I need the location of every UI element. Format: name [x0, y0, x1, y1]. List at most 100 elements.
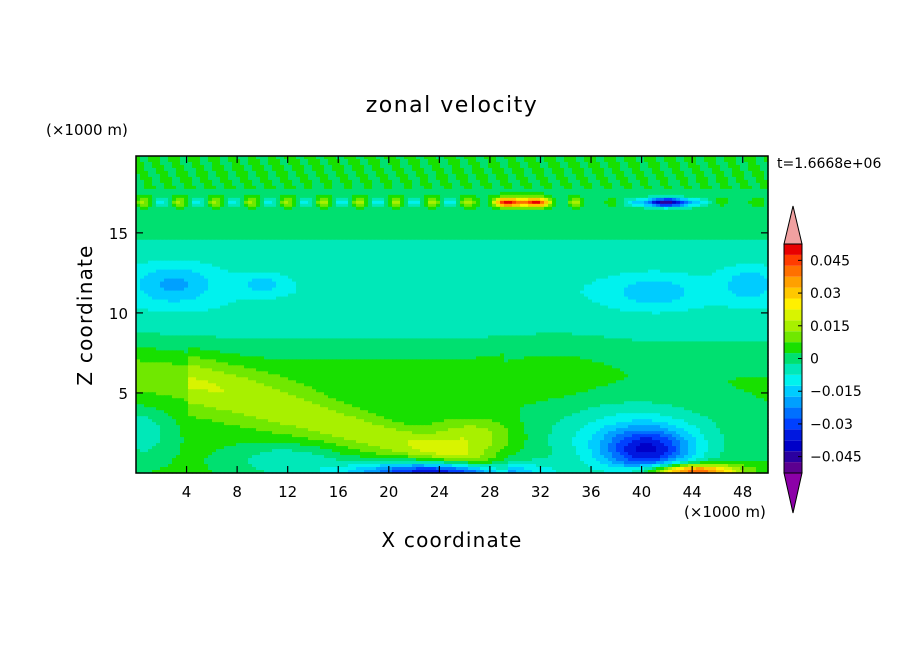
field-cell [432, 170, 437, 175]
field-cell [684, 167, 689, 172]
field-cell [240, 164, 245, 169]
field-cell [200, 158, 205, 163]
field-cell [712, 167, 717, 172]
field-cell [204, 164, 209, 169]
field-cell [192, 173, 197, 178]
field-cell [520, 161, 525, 166]
field-cell [152, 158, 157, 163]
field-cell [752, 164, 757, 169]
field-cell [408, 167, 413, 172]
field-cell [484, 158, 489, 163]
field-cell [464, 156, 469, 160]
field-cell [556, 161, 561, 166]
field-cell [200, 170, 205, 175]
field-cell [272, 156, 277, 160]
field-cell [604, 156, 609, 160]
field-cell [644, 164, 649, 169]
field-cell [524, 167, 529, 172]
field-cell [412, 156, 417, 160]
field-cell [520, 164, 525, 169]
field-cell [688, 161, 693, 166]
field-cell [300, 156, 305, 160]
field-cell [508, 170, 513, 175]
field-cell [652, 170, 657, 175]
field-cell [592, 156, 597, 160]
field-cell [672, 167, 677, 172]
field-cell [748, 170, 753, 175]
field-cell [292, 167, 297, 172]
field-cell [704, 170, 709, 175]
field-cell [632, 156, 637, 160]
field-cell [544, 158, 549, 163]
field-cell [364, 161, 369, 166]
field-cell [164, 161, 169, 166]
field-cell [140, 164, 145, 169]
field-cell [248, 158, 253, 163]
field-cell [280, 158, 285, 163]
field-cell [608, 167, 613, 172]
field-cell [528, 164, 533, 169]
field-cell [632, 158, 637, 163]
field-cell [276, 158, 281, 163]
field-cell [652, 161, 657, 166]
field-cell [576, 161, 581, 166]
field-cell [300, 167, 305, 172]
field-cell [744, 158, 749, 163]
field-cell [620, 164, 625, 169]
field-cell [580, 158, 585, 163]
field-cell [296, 158, 301, 163]
field-cell [420, 167, 425, 172]
field-cell [672, 161, 677, 166]
field-cell [464, 167, 469, 172]
field-cell [208, 170, 213, 175]
field-cell [528, 167, 533, 172]
field-cell [536, 170, 541, 175]
field-cell [224, 167, 229, 172]
field-cell [348, 156, 353, 160]
field-cell [160, 156, 165, 160]
field-cell [644, 170, 649, 175]
field-cell [204, 158, 209, 163]
field-cell [416, 170, 421, 175]
field-cell [180, 167, 185, 172]
field-cell [736, 170, 741, 175]
field-cell [452, 156, 457, 160]
field-cell [516, 156, 521, 160]
field-cell [164, 170, 169, 175]
field-cell [364, 156, 369, 160]
field-cell [352, 156, 357, 160]
field-cell [476, 164, 481, 169]
field-cell [260, 170, 265, 175]
field-cell [392, 161, 397, 166]
field-cell [408, 156, 413, 160]
field-cell [492, 164, 497, 169]
field-cell [372, 156, 377, 160]
field-cell [456, 161, 461, 166]
field-cell [180, 161, 185, 166]
field-cell [372, 158, 377, 163]
field-cell [568, 170, 573, 175]
field-cell [304, 156, 309, 160]
field-cell [220, 158, 225, 163]
field-cell [420, 161, 425, 166]
field-cell [396, 164, 401, 169]
field-cell [632, 164, 637, 169]
field-cell [396, 158, 401, 163]
field-cell [468, 156, 473, 160]
field-cell [692, 167, 697, 172]
field-cell [288, 170, 293, 175]
field-cell [604, 167, 609, 172]
field-cell [460, 156, 465, 160]
field-cell [380, 167, 385, 172]
field-cell [664, 161, 669, 166]
field-cell [496, 167, 501, 172]
field-cell [356, 164, 361, 169]
field-cell [564, 158, 569, 163]
field-cell [516, 167, 521, 172]
field-cell [624, 167, 629, 172]
field-cell [420, 170, 425, 175]
field-cell [308, 161, 313, 166]
field-cell [464, 161, 469, 166]
field-cell [700, 167, 705, 172]
field-cell [656, 167, 661, 172]
